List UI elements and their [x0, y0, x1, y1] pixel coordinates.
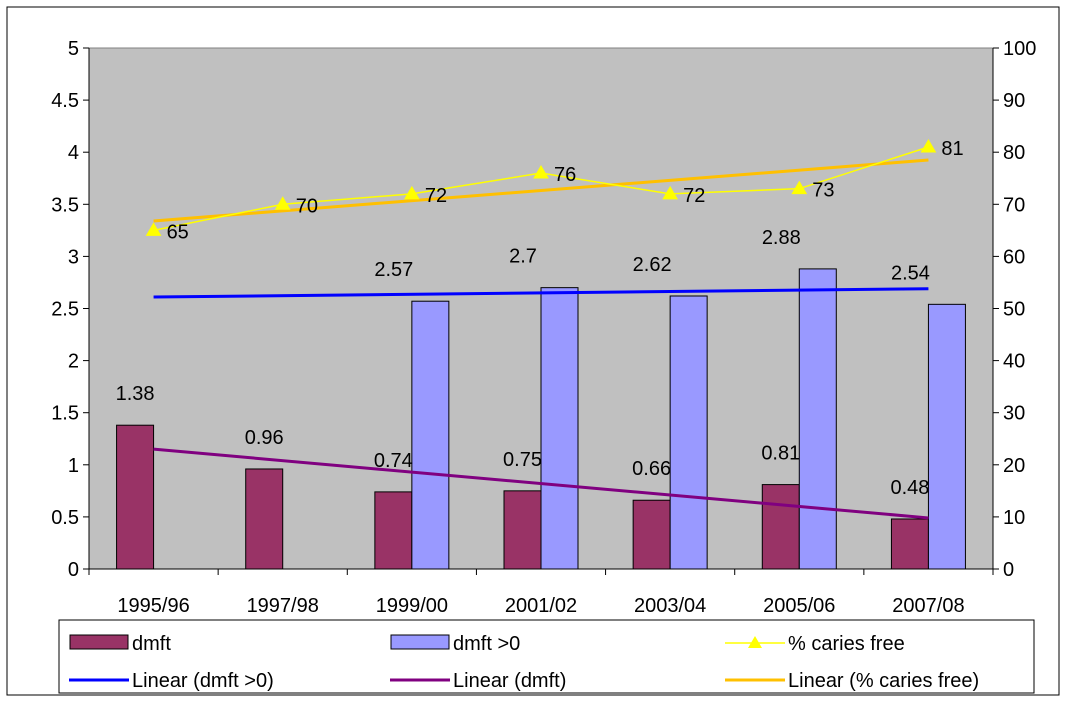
y-left-tick-label: 4.5: [51, 90, 79, 112]
data-label-dmft-gt0: 2.54: [891, 262, 930, 284]
legend-label: dmft >0: [453, 633, 520, 655]
y-left-tick-label: 5: [68, 38, 79, 60]
y-right-tick-label: 90: [1003, 90, 1025, 112]
legend-label: Linear (dmft): [453, 670, 566, 692]
x-tick-label: 2001/02: [505, 595, 577, 617]
data-label-dmft: 0.48: [890, 477, 929, 499]
line-point-caries-free: [533, 165, 549, 179]
x-tick-label: 2005/06: [763, 595, 835, 617]
bar-dmft: [503, 490, 542, 570]
line-point-caries-free: [662, 185, 679, 200]
data-label-dmft-gt0: 2.62: [633, 254, 672, 276]
bar-dmft-0: [927, 303, 966, 570]
bar-dmft: [374, 491, 413, 570]
trendline-linear-dmft: [153, 447, 929, 520]
line-point-caries-free: [791, 180, 808, 195]
bar-dmft: [632, 499, 671, 570]
trendline-linear-dmft-0: [153, 287, 929, 299]
data-label-caries-free: 65: [167, 221, 189, 243]
legend-box: [58, 619, 1035, 694]
x-tick-label: 2007/08: [892, 595, 964, 617]
x-tick-label: 1995/96: [117, 595, 189, 617]
legend-key-marker: [748, 636, 762, 648]
y-right-tick-label: 40: [1003, 351, 1025, 373]
y-right-tick-label: 10: [1003, 507, 1025, 529]
y-left-tick-label: 3: [68, 246, 79, 268]
bar-dmft: [245, 468, 284, 570]
line-point-caries-free: [403, 185, 420, 200]
data-label-dmft: 0.74: [374, 450, 413, 472]
data-label-dmft: 1.38: [116, 383, 155, 405]
y-left-tick-label: 0: [68, 559, 79, 581]
legend-label: dmft: [132, 633, 171, 655]
bar-dmft: [890, 518, 929, 570]
data-label-dmft: 0.75: [503, 449, 542, 471]
legend-label: % caries free: [788, 633, 905, 655]
data-label-dmft-gt0: 2.88: [762, 227, 801, 249]
y-left-tick-label: 1.5: [51, 403, 79, 425]
trendline-linear-caries-free: [153, 158, 929, 223]
y-left-tick-label: 4: [68, 142, 79, 164]
x-tick-label: 1997/98: [247, 595, 319, 617]
data-label-caries-free: 70: [296, 195, 318, 217]
bar-dmft: [761, 484, 800, 570]
y-left-tick-label: 2: [68, 351, 79, 373]
y-left-tick-label: 2.5: [51, 299, 79, 321]
line-point-caries-free: [920, 138, 937, 153]
y-right-tick-label: 50: [1003, 299, 1025, 321]
y-right-tick-label: 70: [1003, 194, 1025, 216]
line-point-caries-free: [274, 196, 291, 210]
legend-label: Linear (dmft >0): [132, 670, 274, 692]
legend-key-bar: [69, 634, 129, 650]
y-left-tick-label: 0.5: [51, 507, 79, 529]
y-right-tick-label: 100: [1003, 38, 1036, 60]
y-left-tick-label: 3.5: [51, 194, 79, 216]
legend-key-bar: [390, 634, 450, 650]
y-right-tick-label: 80: [1003, 142, 1025, 164]
bar-dmft: [116, 424, 155, 570]
data-label-dmft-gt0: 2.57: [374, 259, 413, 281]
legend-label: Linear (% caries free): [788, 670, 979, 692]
data-label-caries-free: 73: [812, 180, 834, 202]
line-point-caries-free: [145, 222, 162, 236]
x-tick-label: 1999/00: [376, 595, 448, 617]
data-label-dmft: 0.66: [632, 458, 671, 480]
y-right-tick-label: 20: [1003, 455, 1025, 477]
data-label-caries-free: 76: [554, 164, 576, 186]
data-label-dmft: 0.81: [761, 443, 800, 465]
y-left-tick-label: 1: [68, 455, 79, 477]
data-label-caries-free: 81: [941, 138, 963, 160]
bar-dmft-0: [411, 300, 450, 570]
x-tick-label: 2003/04: [634, 595, 706, 617]
data-label-dmft: 0.96: [245, 427, 284, 449]
data-label-dmft-gt0: 2.7: [509, 246, 537, 268]
y-right-tick-label: 60: [1003, 246, 1025, 268]
bar-dmft-0: [540, 287, 579, 570]
y-right-tick-label: 0: [1003, 559, 1014, 581]
data-label-caries-free: 72: [683, 185, 705, 207]
bar-dmft-0: [798, 268, 837, 570]
bar-dmft-0: [669, 295, 708, 570]
data-label-caries-free: 72: [425, 185, 447, 207]
y-right-tick-label: 30: [1003, 403, 1025, 425]
